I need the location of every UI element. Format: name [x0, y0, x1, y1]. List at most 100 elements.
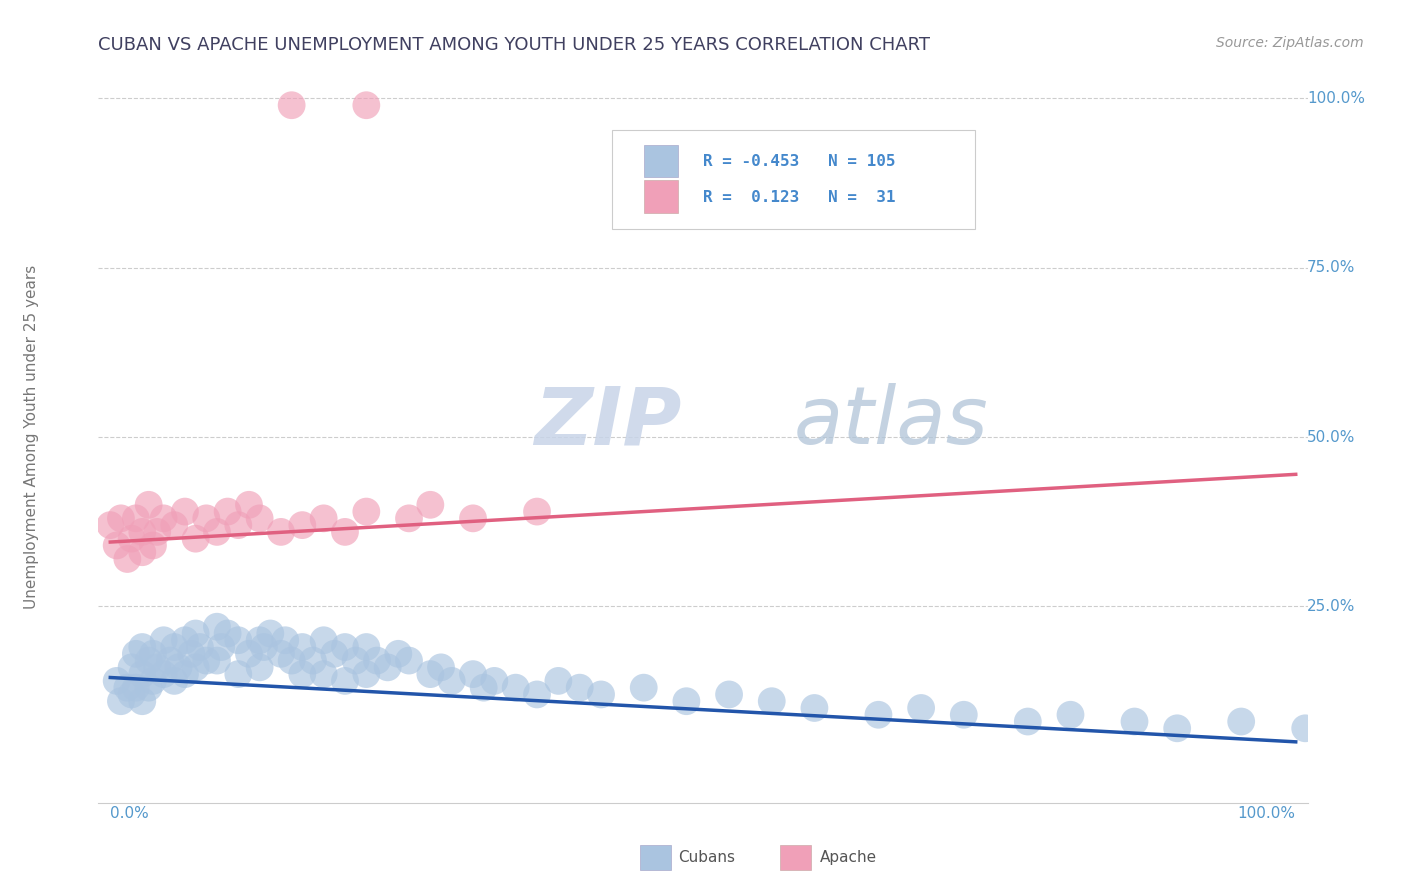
Point [146, 532, 169, 546]
Point [218, 511, 240, 525]
Point [467, 694, 489, 708]
Point [229, 524, 252, 539]
FancyBboxPatch shape [644, 179, 678, 212]
Point [235, 654, 257, 668]
Point [121, 498, 143, 512]
Point [129, 667, 152, 681]
Point [111, 660, 134, 674]
Text: Apache: Apache [820, 850, 877, 864]
Point [283, 660, 305, 674]
Point [1285, 748, 1308, 763]
Point [1166, 748, 1188, 763]
Point [1119, 741, 1142, 756]
Point [253, 660, 276, 674]
Text: 25.0%: 25.0% [1306, 599, 1355, 614]
Point [143, 647, 166, 661]
Point [132, 654, 155, 668]
Point [108, 552, 131, 566]
Point [98, 518, 121, 533]
Point [117, 640, 139, 654]
Point [194, 524, 217, 539]
FancyBboxPatch shape [612, 130, 976, 228]
Point [229, 640, 252, 654]
Point [135, 518, 157, 533]
Point [117, 524, 139, 539]
Point [1285, 728, 1308, 742]
Point [103, 538, 125, 552]
Point [763, 721, 786, 735]
Point [264, 511, 287, 525]
Point [121, 654, 143, 668]
Point [1285, 735, 1308, 749]
Text: R =  0.123   N =  31: R = 0.123 N = 31 [703, 190, 896, 204]
Point [371, 688, 394, 702]
Point [117, 545, 139, 559]
Point [205, 667, 228, 681]
Point [122, 673, 145, 688]
Point [882, 728, 904, 742]
Point [129, 633, 152, 648]
Point [212, 654, 235, 668]
Point [122, 538, 145, 552]
Point [307, 681, 329, 695]
Point [526, 707, 548, 722]
FancyBboxPatch shape [644, 145, 678, 178]
Point [419, 694, 441, 708]
Point [550, 701, 572, 715]
Point [141, 667, 163, 681]
Point [159, 654, 181, 668]
Point [146, 660, 169, 674]
Point [277, 667, 299, 681]
Point [165, 626, 187, 640]
Point [1285, 735, 1308, 749]
Point [125, 524, 148, 539]
Point [1285, 714, 1308, 729]
Point [1272, 98, 1295, 112]
Point [1047, 741, 1070, 756]
Text: Cubans: Cubans [678, 850, 735, 864]
Point [224, 647, 246, 661]
Point [1261, 701, 1284, 715]
Point [929, 735, 952, 749]
Point [810, 728, 832, 742]
Point [1285, 721, 1308, 735]
Point [114, 647, 136, 661]
Point [122, 647, 145, 661]
Point [288, 673, 311, 688]
Point [149, 640, 172, 654]
Point [108, 681, 131, 695]
Text: 75.0%: 75.0% [1306, 260, 1355, 276]
Point [259, 647, 281, 661]
Point [1237, 748, 1260, 763]
Point [181, 511, 204, 525]
Point [125, 660, 148, 674]
Point [197, 633, 219, 648]
Point [633, 707, 655, 722]
Point [336, 688, 359, 702]
Point [135, 673, 157, 688]
Point [360, 681, 382, 695]
Point [692, 721, 714, 735]
Point [491, 701, 513, 715]
Text: Source: ZipAtlas.com: Source: ZipAtlas.com [1216, 36, 1364, 50]
Text: Unemployment Among Youth under 25 years: Unemployment Among Youth under 25 years [24, 265, 39, 609]
Point [1083, 735, 1105, 749]
Point [1071, 586, 1094, 600]
Point [609, 714, 631, 729]
Point [188, 626, 211, 640]
Point [121, 681, 143, 695]
Point [242, 667, 264, 681]
Point [111, 688, 134, 702]
Point [146, 626, 169, 640]
Point [160, 640, 183, 654]
Point [668, 714, 690, 729]
Point [1142, 322, 1164, 336]
Point [218, 633, 240, 648]
Point [1285, 741, 1308, 756]
Point [1107, 688, 1129, 702]
Point [1225, 688, 1247, 702]
Point [159, 620, 181, 634]
Text: ZIP: ZIP [534, 384, 681, 461]
Point [242, 505, 264, 519]
Point [135, 640, 157, 654]
